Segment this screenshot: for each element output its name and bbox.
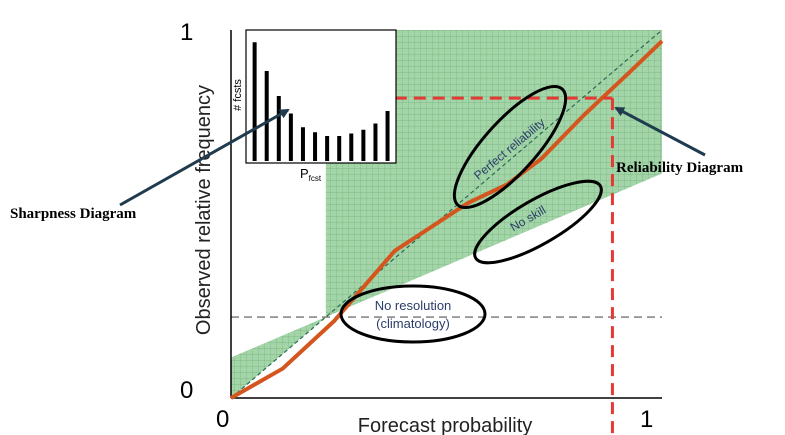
x-tick-0: 0 xyxy=(216,406,229,433)
inset-xlabel-sub: fcst xyxy=(309,174,322,183)
perfect-reliability-ellipse xyxy=(452,84,568,210)
inset-histogram: # fcsts Pfcst xyxy=(232,29,397,183)
perfect-reliability-line xyxy=(230,29,663,399)
reliability-arrow xyxy=(614,106,706,157)
inset-bar xyxy=(264,71,269,161)
inset-bar xyxy=(385,111,390,161)
inset-bar xyxy=(325,136,330,161)
inset-bar xyxy=(361,129,366,161)
no-resolution-ellipse xyxy=(339,284,487,344)
inset-bar xyxy=(349,133,354,161)
sharpness-label: Sharpness Diagram xyxy=(10,206,137,222)
sharpness-arrow xyxy=(119,108,290,207)
x-tick-1: 1 xyxy=(640,406,653,433)
inset-xlabel-main: P xyxy=(300,166,309,181)
inset-bar xyxy=(288,113,293,161)
no-skill-ellipse xyxy=(473,179,603,265)
no-resolution-label-1: No resolution xyxy=(375,298,452,313)
inset-ylabel: # fcsts xyxy=(232,79,244,111)
reliability-curve xyxy=(230,39,664,400)
no-resolution-label-2: (climatology) xyxy=(376,316,450,331)
inset-bar xyxy=(300,127,305,161)
inset-bar xyxy=(252,42,257,161)
x-axis-label: Forecast probability xyxy=(358,415,533,435)
inset-bar xyxy=(276,96,281,161)
inset-bar xyxy=(373,123,378,161)
inset-bar xyxy=(337,136,342,161)
y-tick-1: 1 xyxy=(180,19,193,46)
y-axis-label: Observed relative frequency xyxy=(193,85,215,335)
y-tick-0: 0 xyxy=(180,377,193,404)
inset-bars xyxy=(252,42,390,161)
reliability-label: Reliability Diagram xyxy=(616,160,744,176)
inset-frame xyxy=(245,29,397,164)
inset-xlabel: Pfcst xyxy=(300,166,322,183)
inset-bar xyxy=(313,132,318,161)
axes xyxy=(230,30,662,399)
callouts: Sharpness Diagram Reliability Diagram xyxy=(10,106,744,222)
